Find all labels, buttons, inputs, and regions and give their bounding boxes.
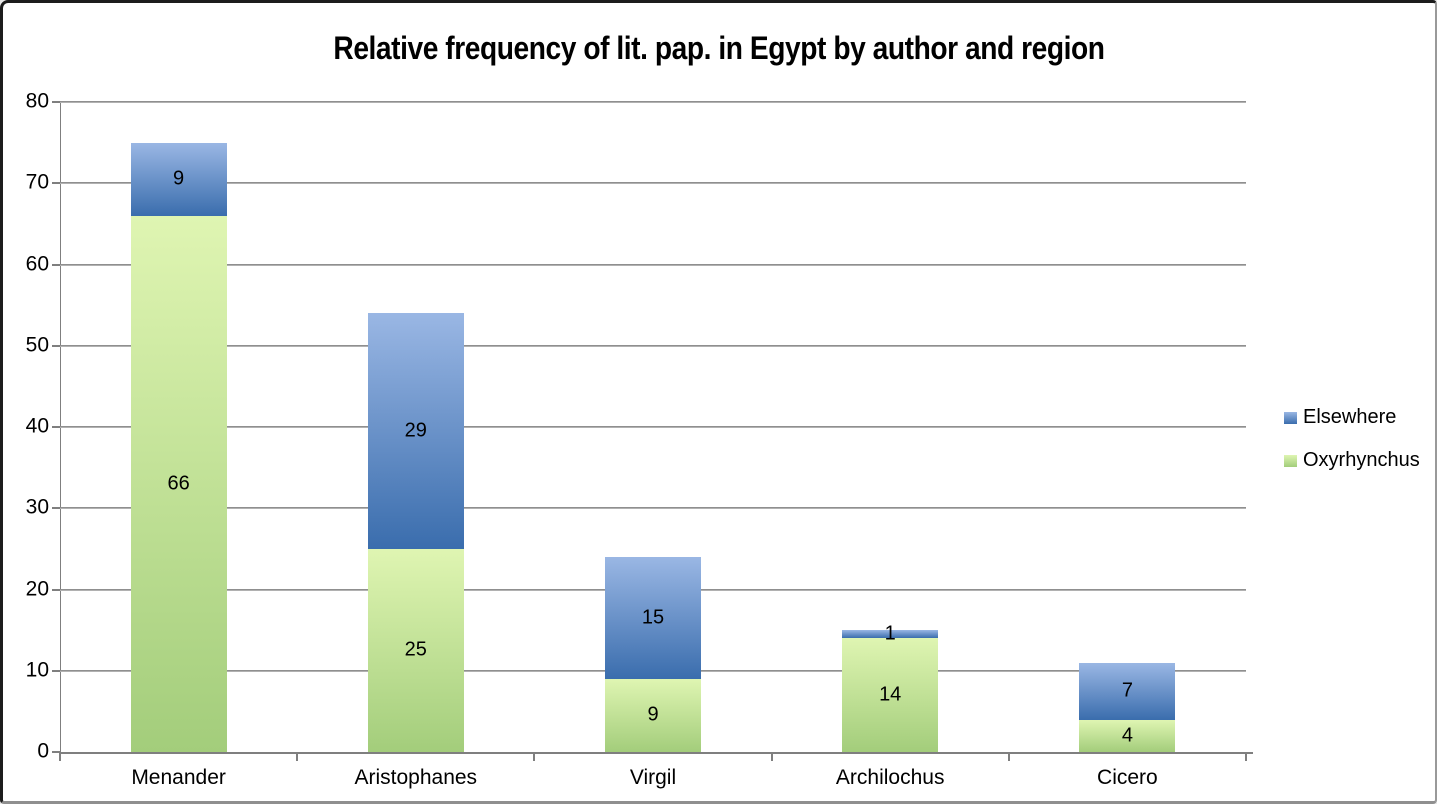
y-axis-tick <box>52 344 60 347</box>
x-axis-label-archilochus: Archilochus <box>835 766 945 789</box>
bar-value-label: 9 <box>647 703 659 726</box>
y-axis-tick <box>52 669 60 672</box>
x-axis-tick <box>770 754 773 761</box>
gridline <box>60 101 1246 103</box>
x-axis-label-cicero: Cicero <box>1097 766 1158 789</box>
bar-virgil: 9 15 <box>605 102 701 752</box>
bar-segment-elsewhere-virgil: 15 <box>605 557 701 679</box>
y-axis-tick <box>52 182 60 185</box>
x-axis-line <box>59 752 1253 754</box>
bar-segment-elsewhere-cicero: 7 <box>1079 662 1176 720</box>
legend-item-elsewhere: Elsewhere <box>1284 406 1420 428</box>
x-axis-label-aristophanes: Aristophanes <box>354 766 478 789</box>
bar-value-label: 7 <box>1121 679 1133 702</box>
x-axis-label-virgil: Virgil <box>629 766 677 789</box>
y-axis-tick <box>52 263 60 266</box>
x-axis-tick <box>296 754 299 761</box>
bar-value-label: 15 <box>641 606 665 629</box>
x-axis-tick <box>1245 754 1247 761</box>
y-axis-label: 70 <box>25 170 49 194</box>
bar-segment-elsewhere-menander: 9 <box>130 142 227 216</box>
bar-value-label: 9 <box>173 167 185 190</box>
bar-segment-oxyrhynchus-archilochus: 14 <box>842 638 939 752</box>
y-axis-label: 30 <box>25 495 49 519</box>
bar-segment-oxyrhynchus-virgil: 9 <box>605 678 701 752</box>
y-axis-label: 0 <box>37 739 49 763</box>
bar-segment-oxyrhynchus-menander: 66 <box>130 215 227 752</box>
legend-swatch-icon <box>1284 454 1297 467</box>
gridline <box>60 507 1246 510</box>
bar-value-label: 25 <box>404 638 427 661</box>
legend-label: Oxyrhynchus <box>1303 449 1420 471</box>
chart-title: Relative frequency of lit. pap. in Egypt… <box>333 30 1105 66</box>
bar-segment-oxyrhynchus-cicero: 4 <box>1079 719 1176 752</box>
y-axis-tick <box>52 751 60 753</box>
legend-item-oxyrhynchus: Oxyrhynchus <box>1284 449 1420 471</box>
bar-value-label: 4 <box>1121 724 1133 747</box>
gridline <box>60 426 1246 428</box>
gridline <box>60 182 1246 185</box>
bar-value-label: 1 <box>884 622 896 645</box>
legend: Elsewhere Oxyrhynchus <box>1284 406 1420 493</box>
x-axis-tick <box>533 754 536 761</box>
x-axis-tick <box>59 754 61 761</box>
bar-segment-oxyrhynchus-aristophanes: 25 <box>367 548 464 752</box>
bar-menander: 66 9 <box>130 102 227 752</box>
y-axis-label: 80 <box>25 89 49 113</box>
y-axis-label: 50 <box>25 333 49 357</box>
y-axis-tick <box>52 101 60 103</box>
y-axis-label: 20 <box>25 577 49 601</box>
bar-value-label: 66 <box>167 472 190 495</box>
bar-value-label: 29 <box>404 419 427 442</box>
y-axis-tick <box>52 588 60 591</box>
plot-area: 0 10 20 30 40 50 60 70 80 66 9 Menander 25 29 Aristoph… <box>26 90 1253 789</box>
bar-value-label: 14 <box>879 683 902 706</box>
y-axis-label: 10 <box>25 658 49 682</box>
legend-swatch-icon <box>1284 411 1297 424</box>
gridline <box>60 344 1246 347</box>
legend-label: Elsewhere <box>1303 406 1397 428</box>
bar-aristophanes: 25 29 <box>367 102 464 752</box>
bar-archilochus: 14 1 <box>842 102 939 752</box>
y-axis-label: 60 <box>25 252 49 276</box>
bar-segment-elsewhere-archilochus: 1 <box>842 623 939 645</box>
x-axis-tick <box>1007 754 1010 761</box>
y-axis-tick <box>52 507 60 510</box>
gridline <box>60 263 1246 266</box>
bar-segment-elsewhere-aristophanes: 29 <box>367 313 464 549</box>
y-axis-tick <box>52 426 60 428</box>
x-axis-label-menander: Menander <box>131 766 226 789</box>
y-axis-label: 40 <box>25 414 49 438</box>
